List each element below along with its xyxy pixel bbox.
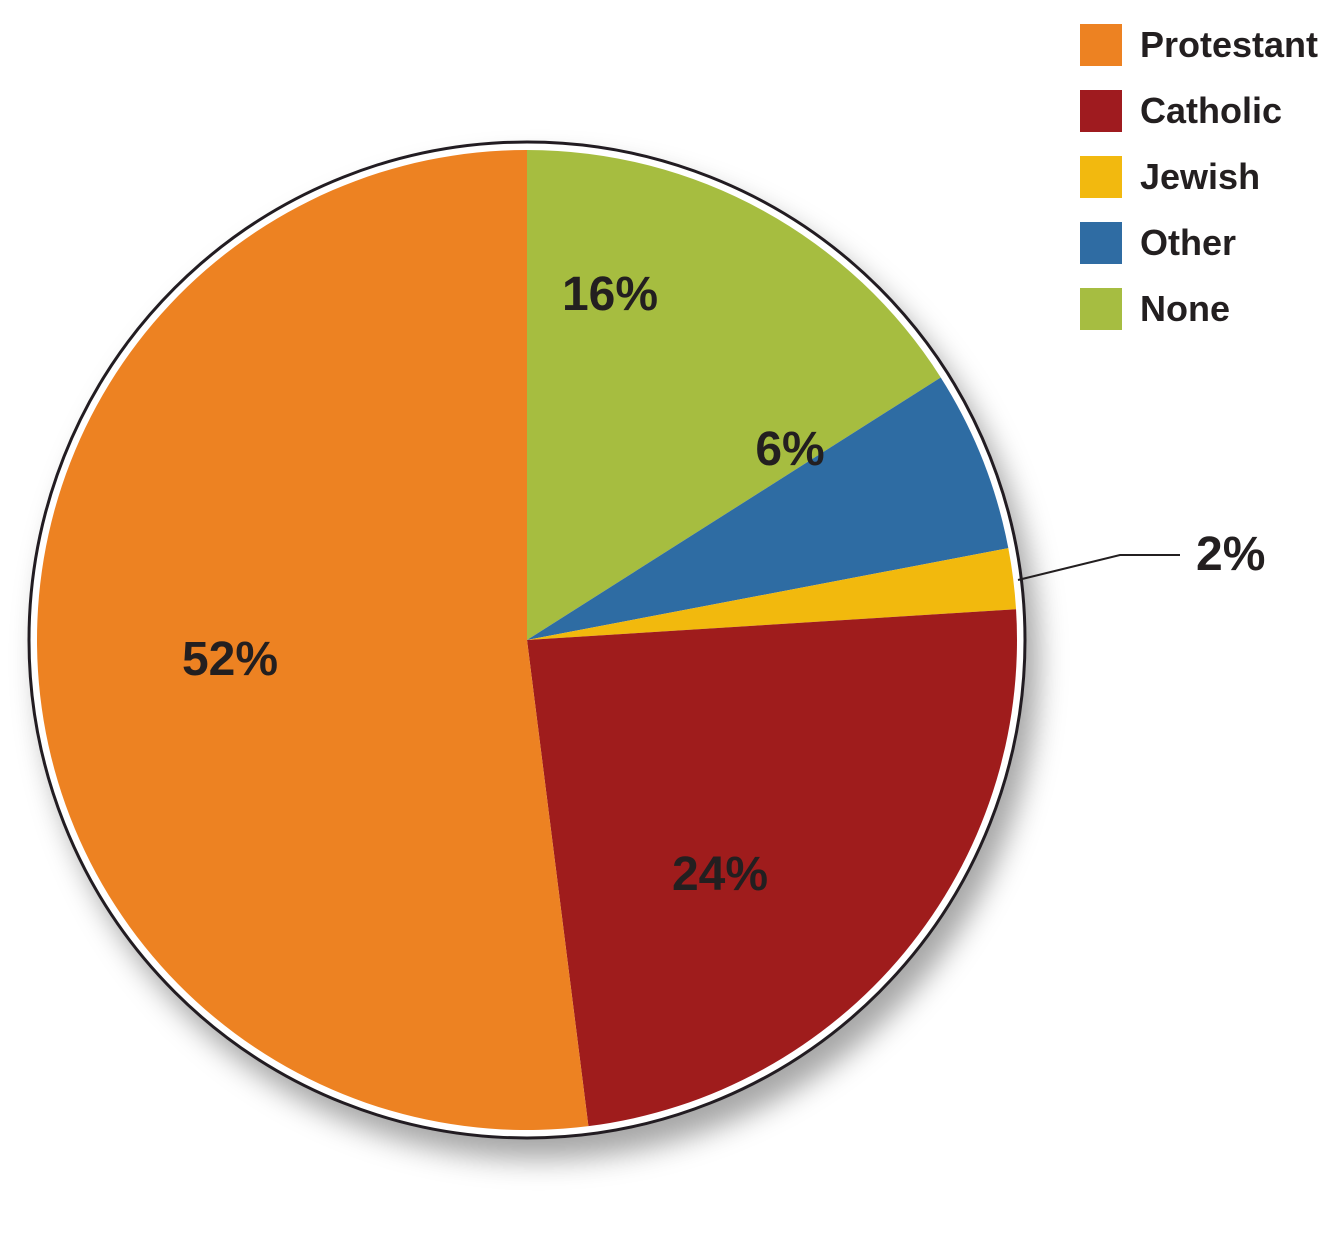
pct-label-none: 16% xyxy=(562,268,658,321)
pie-chart: 16% 6% 2% 24% 52% Protestant Catholic Jewish Ot… xyxy=(0,0,1341,1242)
legend-item-catholic: Catholic xyxy=(1080,78,1318,144)
pct-label-jewish: 2% xyxy=(1196,528,1265,581)
legend-swatch-none xyxy=(1080,288,1122,330)
legend-swatch-catholic xyxy=(1080,90,1122,132)
legend-item-protestant: Protestant xyxy=(1080,12,1318,78)
legend-item-other: Other xyxy=(1080,210,1318,276)
legend-swatch-other xyxy=(1080,222,1122,264)
pct-label-other: 6% xyxy=(755,423,824,476)
legend-label-none: None xyxy=(1140,288,1230,330)
pie-slice-catholic xyxy=(527,609,1017,1126)
legend: Protestant Catholic Jewish Other None xyxy=(1080,12,1318,342)
pct-label-protestant: 52% xyxy=(182,633,278,686)
leader-line-jewish xyxy=(1018,555,1180,580)
legend-label-protestant: Protestant xyxy=(1140,24,1318,66)
legend-label-other: Other xyxy=(1140,222,1236,264)
legend-label-jewish: Jewish xyxy=(1140,156,1260,198)
pie-slice-protestant xyxy=(37,150,588,1130)
legend-item-none: None xyxy=(1080,276,1318,342)
pct-label-catholic: 24% xyxy=(672,848,768,901)
legend-swatch-jewish xyxy=(1080,156,1122,198)
legend-label-catholic: Catholic xyxy=(1140,90,1282,132)
legend-swatch-protestant xyxy=(1080,24,1122,66)
legend-item-jewish: Jewish xyxy=(1080,144,1318,210)
